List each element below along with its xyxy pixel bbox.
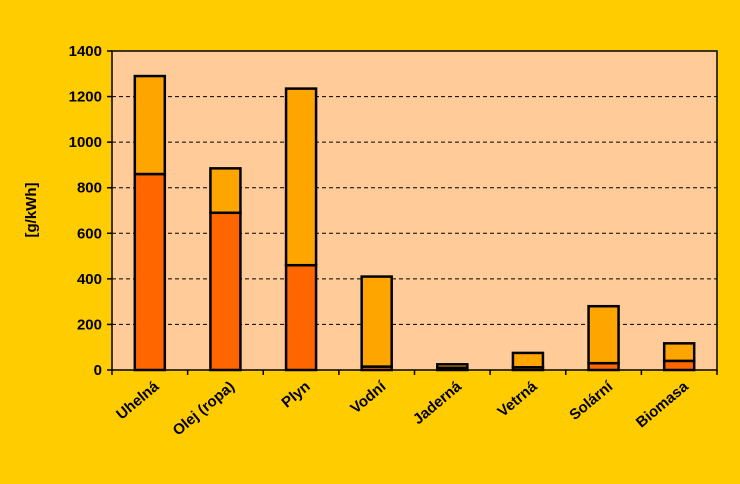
y-tick-label: 600: [77, 225, 102, 242]
bar-segment-2: [587, 304, 620, 365]
y-tick-label: 1200: [69, 89, 102, 106]
bar-segment-2: [436, 363, 469, 369]
bar-segment-2: [511, 351, 545, 369]
y-tick-label: 0: [94, 362, 102, 379]
bar-segment-2: [360, 275, 393, 368]
y-tick-labels: 0 200 400 600 800 1000 1200 1400: [69, 43, 102, 379]
bar-segment-1: [209, 211, 242, 372]
bar-segment-1: [133, 172, 167, 372]
bar-segment-2: [662, 342, 696, 363]
axes: [107, 50, 718, 375]
y-tick-label: 1400: [69, 43, 102, 60]
plot-area: [112, 51, 717, 370]
bar-segment-2: [209, 167, 242, 215]
y-tick-label: 1000: [69, 134, 102, 151]
bar-segment-1: [284, 263, 318, 372]
bar-segment-2: [284, 87, 318, 267]
y-tick-label: 400: [77, 271, 102, 288]
y-tick-label: 200: [77, 316, 102, 333]
bar-segment-2: [133, 74, 167, 176]
y-tick-label: 800: [77, 180, 102, 197]
bar-segment-1: [662, 359, 696, 372]
y-axis-label: [g/kWh]: [23, 183, 40, 238]
